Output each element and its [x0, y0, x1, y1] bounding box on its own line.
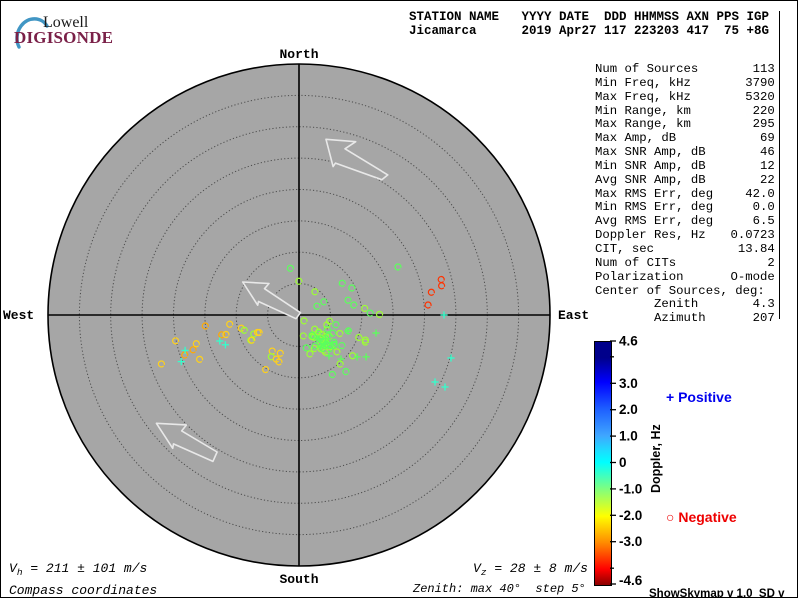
svg-text:South: South [279, 572, 318, 587]
svg-text:1.0: 1.0 [619, 429, 638, 444]
svg-text:3.0: 3.0 [619, 376, 638, 391]
svg-text:-2.0: -2.0 [619, 508, 642, 523]
svg-text:4.6: 4.6 [619, 334, 638, 349]
svg-text:West: West [3, 308, 34, 323]
svg-text:0: 0 [619, 455, 627, 470]
svg-text:East: East [558, 308, 589, 323]
svg-text:-1.0: -1.0 [619, 481, 642, 496]
svg-text:-3.0: -3.0 [619, 534, 642, 549]
svg-text:North: North [279, 47, 318, 62]
svg-text:2.0: 2.0 [619, 402, 638, 417]
